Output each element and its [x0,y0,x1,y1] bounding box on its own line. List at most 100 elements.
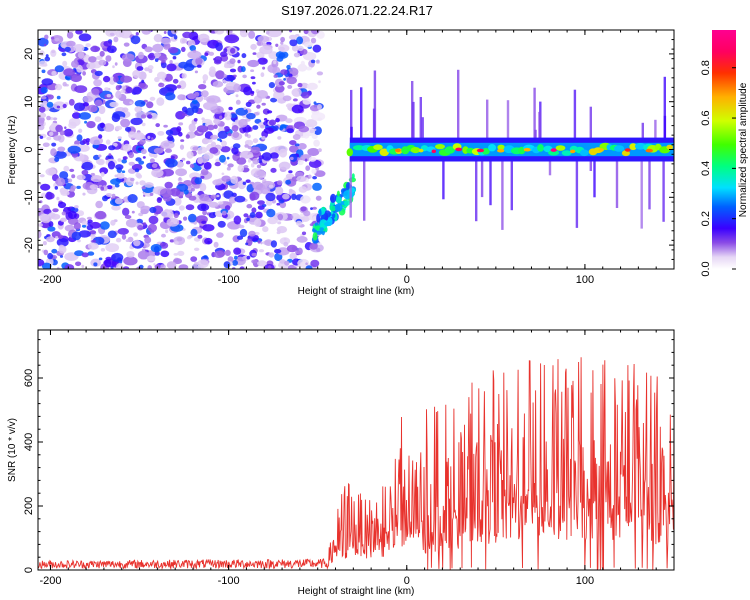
heatmap-cell [212,179,223,186]
heatmap-cell [38,60,47,67]
heatmap-cell [235,99,241,105]
heatmap-cell [107,230,117,239]
heatmap-cell [286,64,291,70]
heatmap-cell [40,87,48,94]
heatmap-cell [231,147,239,155]
heatmap-cell [292,134,301,140]
heatmap-cell [99,221,110,230]
heatmap-cell [78,33,92,42]
heatmap-cell [158,82,165,88]
heatmap-cell [85,138,91,143]
heatmap-cell [129,101,133,105]
heatmap-cell [50,36,55,40]
heatmap-cell [351,173,355,180]
heatmap-cell [113,36,119,43]
heatmap-cell [230,47,236,54]
heatmap-cell [116,172,125,179]
heatmap-cell [206,138,213,143]
heatmap-cell [561,150,572,156]
heatmap-cell [105,139,111,145]
heatmap-cell [74,85,88,93]
heatmap-cell [197,150,203,155]
heatmap-cell [250,90,255,94]
heatmap-cell [506,100,510,150]
heatmap-cell [55,177,66,187]
heatmap-cell [252,181,264,190]
heatmap-cell [224,34,240,44]
heatmap-cell [135,181,139,185]
heatmap-cell [251,259,258,264]
heatmap-cell [192,146,200,151]
heatmap-cell [110,178,121,185]
heatmap-cell [156,197,162,203]
heatmap-cell [159,242,169,249]
heatmap-cell [99,50,105,57]
heatmap-cell [296,175,307,182]
y-tick-label: -20 [23,237,35,253]
heatmap-cell [343,190,351,200]
heatmap-cell [236,157,247,165]
heatmap-cell [172,56,177,60]
heatmap-cell [223,261,231,269]
heatmap-cell [43,249,49,256]
heatmap-cell [41,96,47,100]
heatmap-cell [312,232,318,241]
heatmap-cell [248,230,256,237]
heatmap-cell [455,147,463,152]
heatmap-cell [202,74,209,82]
heatmap-cell [219,115,223,120]
heatmap-cell [98,134,103,139]
heatmap-cell [538,111,541,150]
heatmap-cell [105,243,120,253]
heatmap-cell [287,84,293,89]
heatmap-cell [105,55,112,62]
heatmap-cell [71,60,79,68]
heatmap-cell [310,59,316,64]
heatmap-cell [38,118,44,127]
heatmap-cell [133,239,141,247]
heatmap-cell [43,208,52,215]
heatmap-cell [42,241,47,246]
heatmap-cell [242,181,247,185]
heatmap-cell [213,250,225,258]
heatmap-cell [250,43,257,50]
heatmap-cell [81,224,87,228]
heatmap-cell [179,95,184,99]
heatmap-cell [115,125,123,131]
heatmap-cell [122,156,128,160]
heatmap-cell [373,70,377,150]
heatmap-cell [123,42,130,47]
heatmap-cell [95,200,103,209]
heatmap-cell [268,252,275,258]
heatmap-cell [295,220,303,226]
heatmap-cell [305,119,318,128]
heatmap-cell [167,134,174,142]
heatmap-cell [285,118,293,124]
snr-axes: -200 -100 0 100 0 200 400 600 [23,330,675,587]
heatmap-cell [313,126,322,135]
heatmap-cell [296,36,304,45]
heatmap-cell [283,241,289,247]
x-tick-label: 100 [576,274,594,286]
heatmap-cell [263,118,268,121]
heatmap-cell [141,186,146,190]
heatmap-cell [537,144,544,152]
heatmap-cell [245,101,252,107]
heatmap-cell [204,52,209,57]
heatmap-cell [39,135,44,139]
heatmap-cell [203,96,208,100]
heatmap-cell [70,73,82,83]
heatmap-cell [221,175,231,182]
heatmap-cell [84,120,88,124]
heatmap-cell [173,253,179,256]
heatmap-cell [46,101,54,108]
heatmap-cell [109,101,119,108]
heatmap-cell [654,119,657,150]
heatmap-cell [172,78,179,84]
heatmap-cell [125,239,130,243]
heatmap-cell [149,158,155,163]
heatmap-cell [629,143,637,151]
heatmap-cell [49,131,54,136]
heatmap-cell [62,103,67,109]
heatmap-cell [67,178,73,183]
